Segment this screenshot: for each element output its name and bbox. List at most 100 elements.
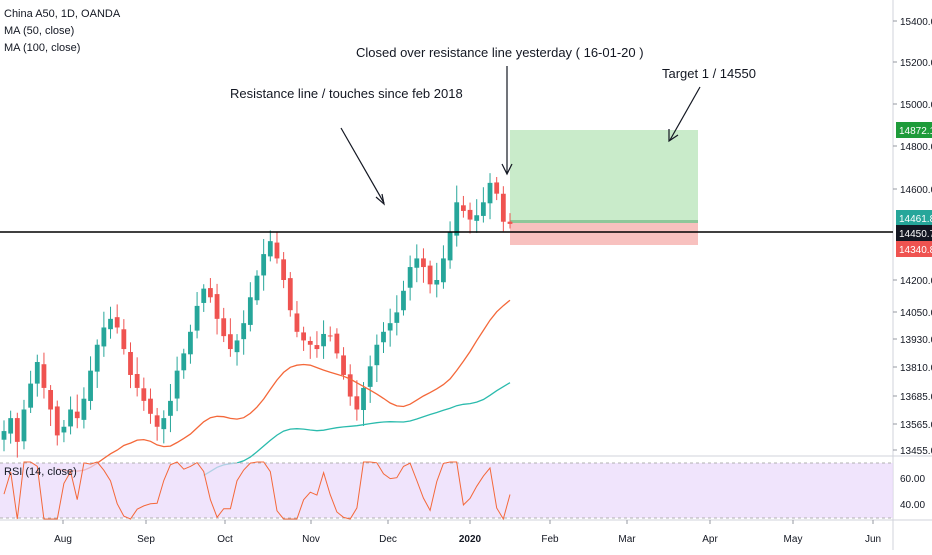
annotation-resistance: Resistance line / touches since feb 2018: [230, 86, 463, 101]
candle-body: [21, 409, 27, 442]
candle-body: [154, 415, 160, 427]
price-tick-label: 14050.0: [900, 308, 932, 319]
price-badge: [896, 210, 932, 226]
candle-body: [274, 242, 280, 259]
candle-body: [61, 426, 67, 433]
candlestick-series: [1, 173, 513, 458]
time-tick-label: Dec: [379, 534, 397, 545]
candle-body: [34, 362, 40, 384]
price-axis: 15400.0 15200.0 15000.0 14800.0 14600.0 14200…: [893, 17, 932, 457]
candle-body: [114, 317, 120, 328]
price-tick-label: 14600.0: [900, 185, 932, 196]
candle-body: [494, 182, 500, 194]
candle-body: [374, 344, 380, 366]
time-tick-label: 2020: [459, 534, 482, 545]
candle-body: [247, 297, 253, 325]
candle-body: [480, 202, 486, 216]
ma50-line: [57, 299, 511, 472]
candle-body: [74, 411, 80, 419]
candle-body: [467, 209, 473, 220]
candle-body: [421, 258, 426, 268]
price-tick-label: 15000.0: [900, 100, 932, 111]
price-tick-label: 13565.0: [900, 420, 932, 431]
time-tick-label: Nov: [302, 534, 320, 545]
candle-body: [148, 398, 153, 414]
price-tick-label: 13810.0: [900, 363, 932, 374]
candle-body: [28, 383, 34, 408]
time-tick-label: Aug: [54, 534, 72, 545]
candle-body: [48, 390, 54, 410]
annotation-target: Target 1 / 14550: [662, 66, 756, 81]
rsi-band: [0, 463, 893, 518]
price-badge: [896, 122, 932, 138]
ma50-series: [57, 299, 511, 472]
candle-body: [327, 335, 333, 337]
candle-body: [94, 344, 100, 372]
arrow-resistance: [340, 127, 385, 206]
rsi-series: [3, 461, 511, 521]
candle-body: [101, 327, 107, 347]
price-badge-label: 14872.1: [899, 126, 932, 137]
rsi-tick-label: 60.00: [900, 474, 925, 485]
candle-body: [134, 374, 140, 388]
candle-body: [174, 370, 180, 399]
candle-body: [401, 290, 406, 311]
price-badge: [896, 241, 932, 257]
target-zone: [510, 130, 698, 221]
candle-body: [454, 202, 460, 236]
candle-body: [381, 331, 386, 343]
candle-body: [14, 418, 20, 442]
candle-body: [194, 305, 200, 331]
time-axis: Aug Sep Oct Nov Dec 2020 Feb Mar Apr May Jun: [54, 520, 881, 545]
candle-body: [1, 431, 7, 440]
candle-body: [487, 182, 493, 204]
candle-body: [474, 215, 480, 221]
candle-body: [307, 340, 313, 345]
candle-body: [441, 258, 446, 283]
candle-body: [427, 265, 433, 285]
candle-body: [88, 370, 93, 401]
candle-body: [387, 323, 393, 331]
rsi-tick-label: 40.00: [900, 500, 925, 511]
candle-body: [281, 259, 287, 280]
candle-body: [294, 313, 300, 332]
candle-body: [334, 333, 340, 354]
price-tick-label: 15200.0: [900, 58, 932, 69]
legend-ma50[interactable]: MA (50, close): [4, 25, 75, 37]
candle-body: [68, 409, 73, 427]
candle-body: [161, 418, 167, 430]
candle-body: [434, 280, 440, 285]
time-tick-label: Jun: [865, 534, 881, 545]
legend-symbol[interactable]: China A50, 1D, OANDA: [4, 8, 121, 20]
price-tick-label: 15400.0: [900, 17, 932, 28]
candle-body: [188, 331, 193, 355]
time-tick-label: Apr: [702, 534, 718, 545]
time-tick-label: Sep: [137, 534, 155, 545]
time-tick-label: Oct: [217, 534, 233, 545]
candle-body: [227, 334, 233, 350]
candle-body: [41, 364, 47, 388]
candle-body: [267, 241, 273, 257]
time-tick-label: May: [784, 534, 803, 545]
legend-ma100[interactable]: MA (100, close): [4, 42, 81, 54]
candle-body: [241, 323, 247, 340]
candle-body: [301, 332, 307, 341]
candle-body: [287, 278, 293, 311]
candle-body: [54, 406, 60, 436]
candle-body: [354, 396, 360, 410]
candle-body: [8, 418, 14, 434]
annotation-closed: Closed over resistance line yesterday ( …: [356, 45, 644, 60]
price-tick-label: 13685.0: [900, 392, 932, 403]
entry-line-zone: [510, 220, 698, 223]
candle-body: [141, 388, 147, 401]
candle-body: [361, 387, 366, 411]
candle-body: [261, 254, 267, 276]
legend-rsi[interactable]: RSI (14, close): [4, 466, 77, 478]
price-badge-label: 14461.8: [899, 214, 932, 225]
candle-body: [500, 193, 506, 222]
rsi-axis: 60.00 40.00: [900, 474, 925, 511]
time-tick-label: Mar: [618, 534, 636, 545]
candle-body: [314, 345, 320, 350]
